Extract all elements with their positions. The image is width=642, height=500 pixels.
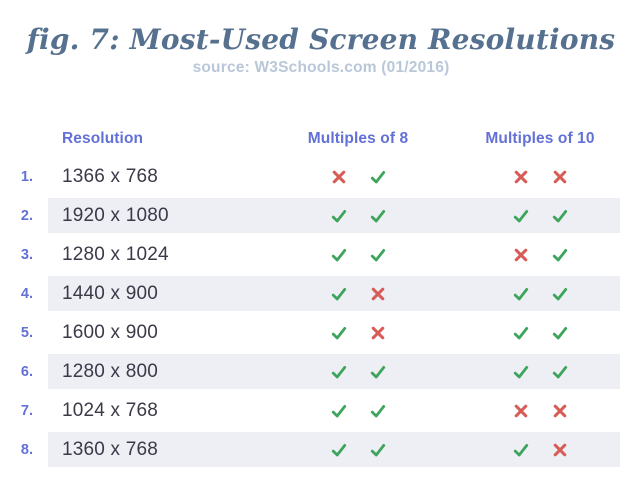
check-icon [370,170,385,183]
table-header-row: Resolution Multiples of 8 Multiples of 1… [0,126,642,152]
multiples-of-10-marks [448,207,620,225]
row-rank: 7. [20,402,33,419]
check-icon [513,287,528,300]
check-icon [331,209,346,222]
row-rank: 8. [20,441,33,458]
figure-source-subtitle: source: W3Schools.com (01/2016) [192,59,450,76]
check-icon [331,404,346,417]
table-row: 5. 1600 x 900 [0,313,642,352]
multiples-of-10-marks [448,168,620,186]
cross-icon [514,248,527,261]
row-rank: 2. [20,207,33,224]
multiples-of-10-marks [448,363,620,381]
check-icon [370,404,385,417]
row-rank: 6. [20,363,33,380]
check-icon [513,443,528,456]
cross-icon [553,170,566,183]
resolution-value: 1920 x 1080 [62,204,169,226]
check-icon [513,365,528,378]
check-icon [331,287,346,300]
table-row: 1. 1366 x 768 [0,157,642,196]
table-row: 6. 1280 x 800 [0,352,642,391]
multiples-of-8-marks [268,246,448,264]
multiples-of-10-marks [448,402,620,420]
resolution-value: 1280 x 1024 [62,243,169,265]
resolution-table: Resolution Multiples of 8 Multiples of 1… [0,126,642,469]
resolution-value: 1440 x 900 [62,282,159,304]
multiples-of-8-marks [268,363,448,381]
check-icon [552,248,567,261]
check-icon [370,365,385,378]
table-body: 1. 1366 x 768 2. 1920 x 1080 3. [0,157,642,469]
multiples-of-8-marks [268,324,448,342]
multiples-of-8-marks [268,285,448,303]
cross-icon [371,326,384,339]
cross-icon [514,170,527,183]
resolution-value: 1366 x 768 [62,165,159,187]
multiples-of-10-marks [448,324,620,342]
cross-icon [514,404,527,417]
check-icon [370,443,385,456]
check-icon [331,248,346,261]
table-row: 4. 1440 x 900 [0,274,642,313]
check-icon [513,326,528,339]
check-icon [331,365,346,378]
figure-title: fig. 7: Most-Used Screen Resolutions [26,23,616,56]
column-header-resolution: Resolution [62,130,144,147]
check-icon [513,209,528,222]
multiples-of-10-marks [448,441,620,459]
check-icon [370,209,385,222]
cross-icon [371,287,384,300]
resolution-value: 1360 x 768 [62,438,159,460]
table-row: 2. 1920 x 1080 [0,196,642,235]
table-row: 3. 1280 x 1024 [0,235,642,274]
cross-icon [332,170,345,183]
resolution-value: 1024 x 768 [62,399,159,421]
multiples-of-8-marks [268,168,448,186]
check-icon [552,287,567,300]
check-icon [331,443,346,456]
column-header-multiples-of-10: Multiples of 10 [485,130,595,147]
check-icon [370,248,385,261]
cross-icon [553,404,566,417]
multiples-of-10-marks [448,246,620,264]
check-icon [552,209,567,222]
row-rank: 5. [20,324,33,341]
row-rank: 1. [20,168,33,185]
resolution-value: 1280 x 800 [62,360,159,382]
cross-icon [553,443,566,456]
row-rank: 3. [20,246,33,263]
check-icon [552,326,567,339]
multiples-of-8-marks [268,402,448,420]
table-row: 7. 1024 x 768 [0,391,642,430]
row-rank: 4. [20,285,33,302]
multiples-of-8-marks [268,441,448,459]
check-icon [552,365,567,378]
table-row: 8. 1360 x 768 [0,430,642,469]
multiples-of-10-marks [448,285,620,303]
multiples-of-8-marks [268,207,448,225]
check-icon [331,326,346,339]
resolution-value: 1600 x 900 [62,321,159,343]
column-header-multiples-of-8: Multiples of 8 [307,130,409,147]
